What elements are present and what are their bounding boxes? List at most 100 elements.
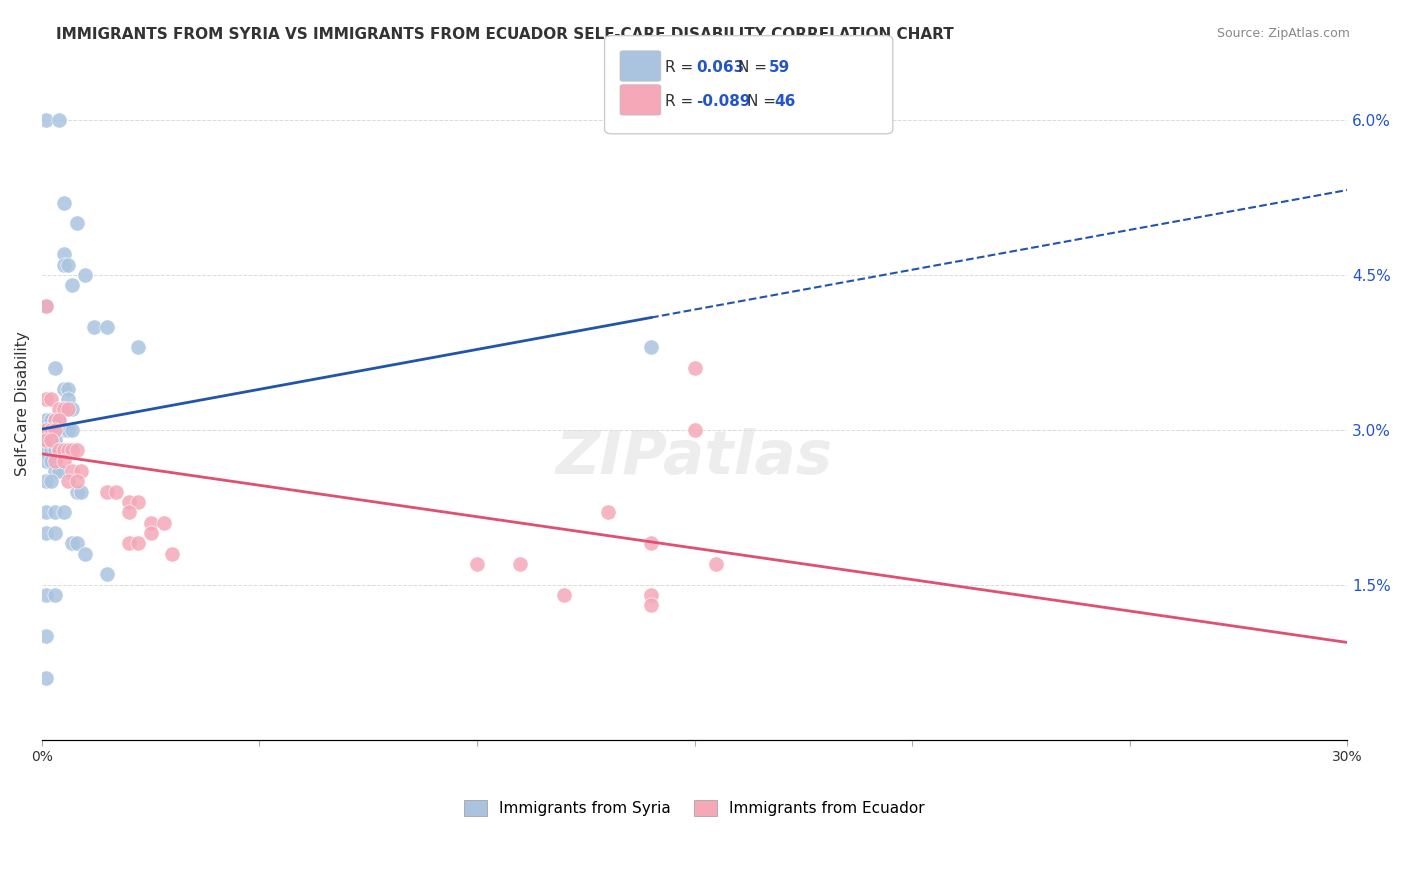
Point: [60, 464, 83, 478]
Point: [44, 423, 66, 437]
Point: [56, 402, 79, 417]
Point: [596, 505, 619, 519]
Text: 46: 46: [775, 95, 796, 109]
Point: [39, 423, 62, 437]
Point: [70, 464, 93, 478]
Point: [75, 268, 97, 282]
Text: IMMIGRANTS FROM SYRIA VS IMMIGRANTS FROM ECUADOR SELF-CARE DISABILITY CORRELATIO: IMMIGRANTS FROM SYRIA VS IMMIGRANTS FROM…: [56, 27, 955, 42]
Point: [35, 454, 58, 468]
Point: [60, 402, 83, 417]
Point: [52, 382, 75, 396]
Point: [48, 402, 70, 417]
Point: [118, 495, 141, 509]
Point: [162, 547, 184, 561]
Text: R =: R =: [665, 95, 699, 109]
Text: R =: R =: [665, 61, 699, 75]
Point: [56, 392, 79, 406]
Point: [65, 216, 87, 230]
Point: [139, 516, 162, 530]
Point: [60, 536, 83, 550]
Point: [60, 278, 83, 293]
Point: [52, 402, 75, 417]
Point: [60, 423, 83, 437]
Point: [35, 392, 58, 406]
Point: [96, 319, 118, 334]
Point: [127, 495, 149, 509]
Text: N =: N =: [747, 95, 780, 109]
Point: [44, 505, 66, 519]
Point: [48, 412, 70, 426]
Point: [35, 433, 58, 447]
Point: [39, 475, 62, 489]
Point: [39, 433, 62, 447]
Text: N =: N =: [738, 61, 772, 75]
Point: [52, 195, 75, 210]
Point: [465, 557, 488, 571]
Point: [44, 412, 66, 426]
Point: [118, 536, 141, 550]
Text: 0.063: 0.063: [696, 61, 744, 75]
Point: [52, 443, 75, 458]
Text: -0.089: -0.089: [696, 95, 751, 109]
Point: [39, 433, 62, 447]
Point: [44, 588, 66, 602]
Point: [139, 526, 162, 541]
Point: [35, 423, 58, 437]
Point: [56, 258, 79, 272]
Point: [52, 443, 75, 458]
Point: [48, 443, 70, 458]
Point: [56, 382, 79, 396]
Point: [553, 588, 575, 602]
Point: [35, 113, 58, 128]
Point: [39, 423, 62, 437]
Point: [96, 567, 118, 582]
Point: [35, 433, 58, 447]
Point: [44, 454, 66, 468]
Point: [60, 443, 83, 458]
Point: [83, 319, 105, 334]
Point: [683, 423, 706, 437]
Point: [39, 454, 62, 468]
Point: [704, 557, 727, 571]
Point: [118, 505, 141, 519]
Point: [44, 360, 66, 375]
Legend: Immigrants from Syria, Immigrants from Ecuador: Immigrants from Syria, Immigrants from E…: [458, 794, 931, 822]
Point: [35, 299, 58, 313]
Point: [65, 536, 87, 550]
Point: [52, 505, 75, 519]
Point: [35, 588, 58, 602]
Point: [70, 484, 93, 499]
Point: [44, 464, 66, 478]
Point: [640, 340, 662, 354]
Text: Source: ZipAtlas.com: Source: ZipAtlas.com: [1216, 27, 1350, 40]
Point: [56, 443, 79, 458]
Point: [56, 423, 79, 437]
Point: [52, 258, 75, 272]
Point: [48, 443, 70, 458]
Point: [127, 536, 149, 550]
Point: [640, 588, 662, 602]
Point: [509, 557, 531, 571]
Point: [52, 402, 75, 417]
Point: [52, 454, 75, 468]
Point: [39, 392, 62, 406]
Point: [48, 113, 70, 128]
Point: [640, 599, 662, 613]
Point: [152, 516, 174, 530]
Point: [48, 464, 70, 478]
Point: [35, 412, 58, 426]
Point: [35, 423, 58, 437]
Point: [44, 423, 66, 437]
Point: [35, 443, 58, 458]
Point: [35, 526, 58, 541]
Text: ZIPatlas: ZIPatlas: [555, 428, 834, 487]
Point: [127, 340, 149, 354]
Point: [35, 299, 58, 313]
Point: [683, 360, 706, 375]
Point: [35, 505, 58, 519]
Point: [44, 433, 66, 447]
Point: [44, 526, 66, 541]
Point: [39, 443, 62, 458]
Point: [35, 629, 58, 643]
Point: [65, 443, 87, 458]
